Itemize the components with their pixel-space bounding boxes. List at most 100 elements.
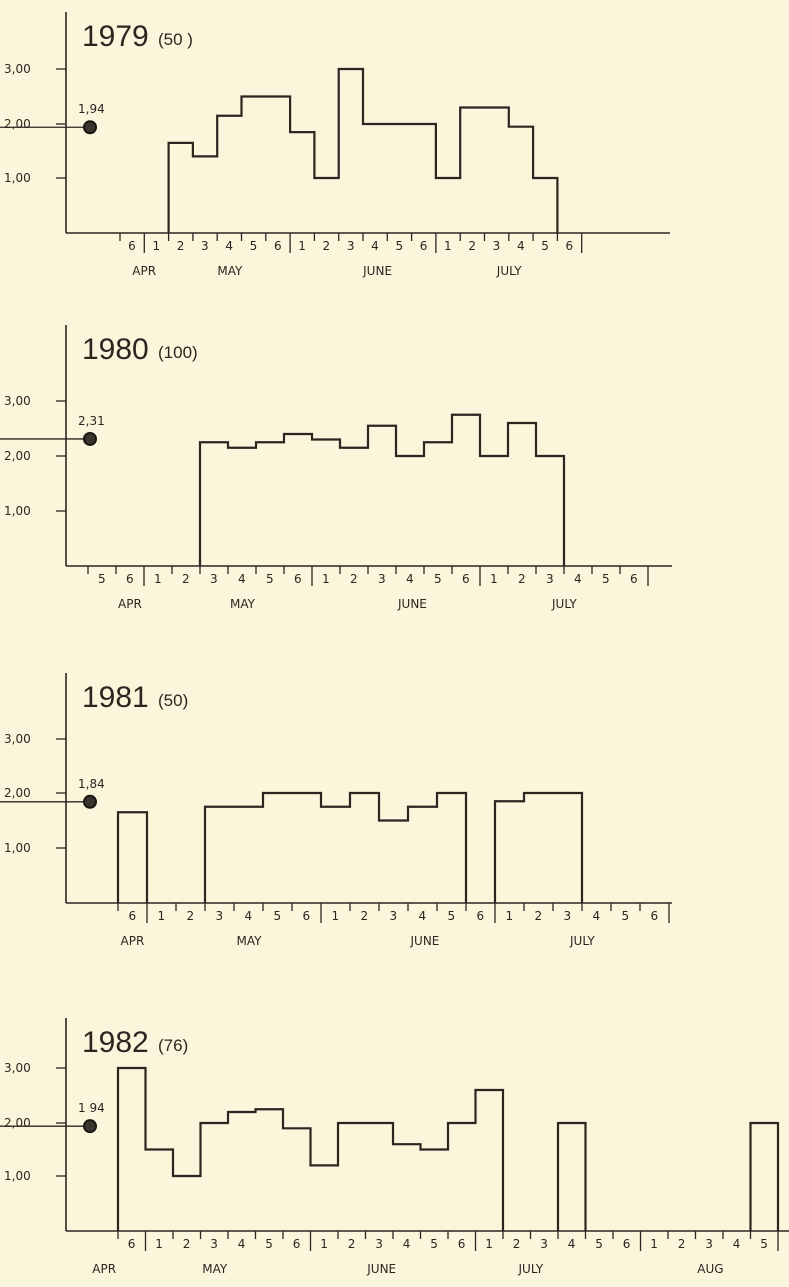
y-tick-label: 2,00 [4,1116,31,1130]
week-label: 2 [361,909,369,923]
mean-label: 1,84 [78,777,105,791]
y-tick-label: 1,00 [4,171,31,185]
month-label: MAY [202,1262,228,1276]
mean-label: 1,94 [78,102,105,116]
week-label: 5 [760,1237,768,1251]
week-label: 5 [98,572,106,586]
week-label: 4 [403,1237,411,1251]
week-label: 3 [378,572,386,586]
week-label: 4 [568,1237,576,1251]
week-label: 1 [506,909,514,923]
week-label: 1 [322,572,330,586]
week-label: 4 [733,1237,741,1251]
week-label: 1 [490,572,498,586]
week-label: 1 [158,909,166,923]
month-label: AUG [697,1262,723,1276]
year-count: (50 ) [158,30,193,49]
week-label: 6 [458,1237,466,1251]
week-label: 5 [602,572,610,586]
month-label: APR [118,597,142,611]
month-label: APR [92,1262,116,1276]
step-series [167,67,559,233]
week-label: 3 [705,1237,713,1251]
week-label: 5 [250,239,258,253]
step-series [116,1066,505,1231]
week-label: 2 [187,909,195,923]
week-label: 6 [128,1237,136,1251]
week-label: 6 [303,909,311,923]
week-label: 5 [266,572,274,586]
week-label: 1 [298,239,306,253]
week-label: 5 [395,239,403,253]
week-label: 3 [546,572,554,586]
month-label: MAY [237,934,263,948]
month-label: JUNE [366,1262,396,1276]
y-tick-label: 3,00 [4,394,31,408]
month-label: APR [132,264,156,278]
week-label: 3 [564,909,572,923]
week-label: 1 [152,239,160,253]
panel-1981: 3,00 2,00 1,00 1981 (50) 1,84 6 1 2 3 4 5 6 1 2 3 4 5 6 1 2 3… [0,673,672,948]
y-tick-label: 2,00 [4,786,31,800]
y-tick-label: 3,00 [4,62,31,76]
step-series [749,1121,780,1231]
week-label: 6 [651,909,659,923]
week-label: 5 [430,1237,438,1251]
step-series [198,413,566,566]
week-label: 1 [332,909,340,923]
month-label: MAY [217,264,243,278]
year-title: 1981 [82,681,149,714]
week-label: 2 [678,1237,686,1251]
week-label: 6 [128,239,136,253]
panel-1980: 3,00 2,00 1,00 1980 (100) 2,31 5 6 1 2 3 4 5 6 1 2 3 4 5 6 1… [0,325,672,611]
month-label: JULY [496,264,522,278]
week-label: 3 [210,572,218,586]
week-label: 6 [129,909,137,923]
year-count: (76) [158,1036,188,1055]
week-label: 6 [294,572,302,586]
step-series [556,1121,587,1231]
week-label: 3 [347,239,355,253]
mean-dot [83,794,97,809]
y-tick-label: 3,00 [4,1061,31,1075]
week-label: 5 [448,909,456,923]
week-label: 2 [513,1237,521,1251]
week-label: 3 [390,909,398,923]
week-label: 1 [485,1237,493,1251]
week-label: 6 [566,239,574,253]
week-label: 4 [574,572,582,586]
month-label: JUNE [397,597,427,611]
week-label: 4 [225,239,233,253]
panel-1982: 3,00 2,00 1,00 1982 (76) 1 94 6 1 2 3 4 5 6 1 2 3 4 5 6 1 2 3… [0,1018,789,1276]
week-label: 3 [216,909,224,923]
month-label: JULY [551,597,577,611]
year-count: (50) [158,691,188,710]
week-label: 3 [210,1237,218,1251]
year-title: 1982 [82,1026,149,1059]
y-tick-label: 1,00 [4,504,31,518]
mean-dot [83,1119,97,1134]
y-tick-label: 3,00 [4,732,31,746]
week-label: 3 [201,239,209,253]
y-tick-label: 2,00 [4,117,31,131]
week-label: 6 [477,909,485,923]
week-label: 5 [274,909,282,923]
week-label: 5 [622,909,630,923]
week-label: 4 [419,909,427,923]
week-label: 4 [517,239,525,253]
week-label: 6 [126,572,134,586]
month-label: JUNE [410,934,440,948]
week-label: 2 [348,1237,356,1251]
week-label: 2 [518,572,526,586]
year-count: (100) [158,343,198,362]
week-label: 2 [535,909,543,923]
month-label: APR [121,934,145,948]
week-label: 1 [155,1237,163,1251]
mean-label: 2,31 [78,414,105,428]
week-label: 4 [238,1237,246,1251]
step-series [203,791,468,903]
y-tick-label: 1,00 [4,841,31,855]
month-label: JUNE [362,264,392,278]
mean-label: 1 94 [78,1101,105,1115]
